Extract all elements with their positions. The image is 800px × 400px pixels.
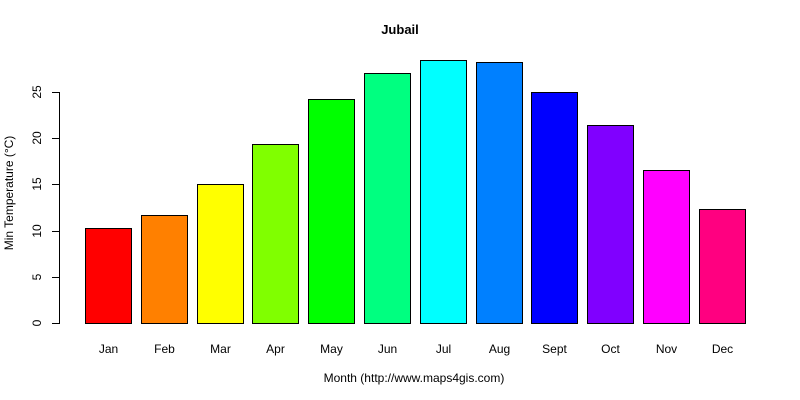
x-tick-label: Sept (542, 342, 567, 356)
bar-oct (587, 125, 634, 324)
y-tick (52, 231, 59, 232)
y-tick (52, 92, 59, 93)
x-tick-label: Nov (655, 342, 678, 356)
y-tick (52, 184, 59, 185)
y-tick-label: 20 (30, 131, 44, 145)
x-tick-label: Apr (266, 342, 285, 356)
x-axis-label: Month (http://www.maps4gis.com) (323, 371, 505, 385)
bar-apr (252, 144, 299, 324)
bar-jan (85, 228, 132, 324)
x-tick-label: Dec (711, 342, 734, 356)
x-tick-label: Feb (154, 342, 175, 356)
y-tick-label: 10 (30, 224, 44, 238)
x-tick-label: Mar (210, 342, 231, 356)
x-tick-label: Jun (377, 342, 398, 356)
x-tick-label: Jul (435, 342, 452, 356)
bar-dec (699, 209, 746, 324)
x-tick-label: Jan (98, 342, 119, 356)
x-tick-label: Oct (601, 342, 620, 356)
bar-jun (364, 73, 411, 324)
bar-feb (141, 215, 188, 324)
y-tick-label: 0 (30, 319, 44, 327)
bar-nov (643, 170, 690, 324)
bar-may (308, 99, 355, 324)
y-tick-label: 25 (30, 85, 44, 99)
y-axis-label: Min Temperature (°C) (2, 135, 16, 251)
chart-title: Jubail (381, 22, 419, 37)
x-tick-label: May (320, 342, 343, 356)
y-tick-label: 15 (30, 177, 44, 191)
y-axis-line (59, 92, 60, 324)
bar-aug (476, 62, 523, 324)
bar-mar (197, 184, 244, 324)
y-tick-label: 5 (30, 273, 44, 281)
y-tick (52, 138, 59, 139)
bar-jul (420, 60, 467, 324)
y-tick (52, 277, 59, 278)
y-tick (52, 323, 59, 324)
bar-sept (531, 92, 578, 324)
x-tick-label: Aug (488, 342, 511, 356)
